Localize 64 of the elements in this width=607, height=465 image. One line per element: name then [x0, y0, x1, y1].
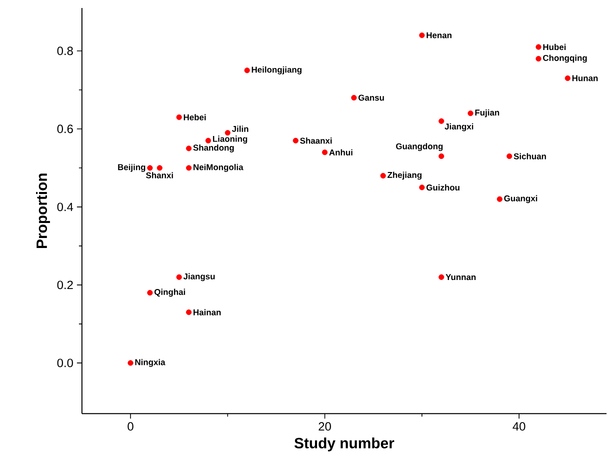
point: [506, 154, 512, 160]
point: [419, 184, 425, 190]
annotation: Gansu: [358, 94, 384, 101]
y-tick-label: 0.8: [57, 46, 73, 56]
point: [536, 56, 542, 62]
annotation: Shandong: [193, 144, 234, 153]
annotation: Hainan: [194, 309, 221, 316]
point: [176, 274, 182, 280]
point: [351, 95, 357, 101]
point: [419, 32, 425, 38]
x-tick-label: 20: [318, 422, 331, 431]
annotation: Beijing: [118, 164, 146, 172]
point: [147, 290, 153, 296]
point: [147, 165, 153, 171]
annotation: Guizhou: [426, 184, 460, 191]
point: [224, 130, 230, 136]
annotation: Heilongjiang: [252, 66, 302, 75]
y-tick-label: 0.6: [57, 124, 73, 134]
y-axis-title: Proportion: [36, 174, 50, 248]
x-tick-label: 0: [128, 422, 134, 431]
annotation: Jiangsu: [183, 273, 215, 282]
annotation: Fujian: [475, 110, 500, 118]
annotation: Hunan: [572, 75, 598, 82]
x-tick-label: 40: [512, 422, 526, 431]
point: [186, 310, 192, 316]
y-tick-label: 0.0: [57, 358, 73, 368]
annotation: Ningxia: [135, 359, 166, 368]
annotation: Hebei: [184, 114, 206, 120]
annotation: Shaanxi: [300, 138, 332, 144]
point: [438, 154, 444, 160]
point: [536, 44, 542, 50]
point: [186, 165, 192, 171]
point: [468, 110, 474, 116]
x-axis-title: Study number: [294, 438, 394, 452]
point: [496, 196, 502, 202]
annotation: Guangxi: [504, 195, 538, 204]
annotation: Zhejiang: [388, 172, 422, 180]
point: [292, 138, 298, 144]
annotation: Henan: [426, 32, 452, 38]
y-tick-label: 0.2: [57, 280, 73, 290]
point: [205, 138, 212, 144]
point: [564, 76, 570, 82]
point: [128, 360, 134, 366]
annotation: Chongqing: [543, 54, 587, 63]
annotation: Shanxi: [146, 172, 173, 179]
point: [156, 165, 162, 171]
annotation: Hubei: [543, 44, 566, 50]
annotation: Sichuan: [514, 153, 546, 160]
point: [244, 68, 250, 74]
annotation: Yunnan: [446, 274, 476, 280]
annotation: Anhui: [329, 149, 352, 156]
annotation: Jilin: [232, 126, 248, 132]
annotation: Liaoning: [212, 136, 248, 144]
point: [186, 146, 192, 152]
annotation: NeiMongolia: [194, 164, 244, 172]
point: [438, 274, 444, 280]
point: [438, 118, 444, 124]
annotation: Guangdong: [396, 143, 443, 152]
y-tick-label: 0.4: [57, 202, 74, 212]
point: [176, 114, 182, 120]
annotation: Qinghai: [154, 288, 186, 297]
point: [380, 173, 386, 179]
annotation: Jiangxi: [444, 123, 474, 132]
point: [322, 150, 328, 156]
